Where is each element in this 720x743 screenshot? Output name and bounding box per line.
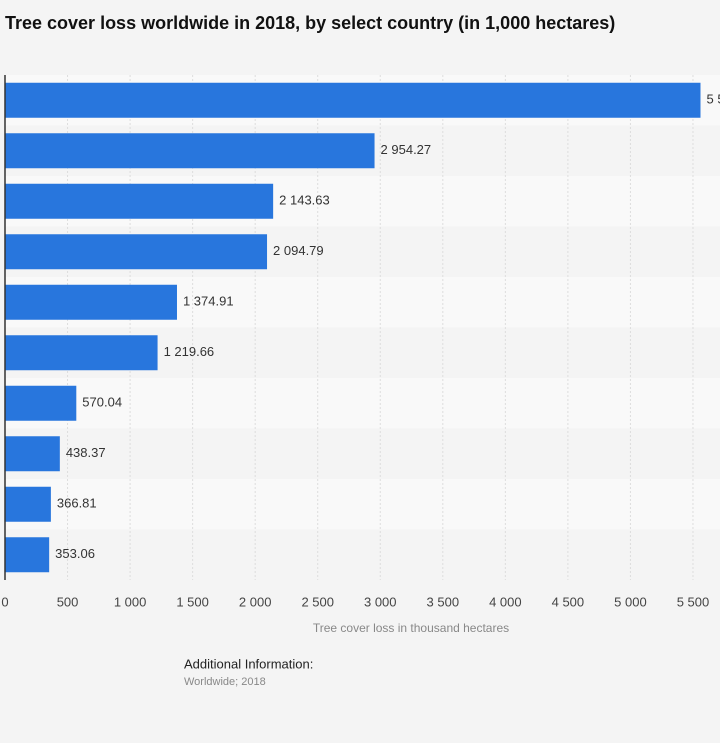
value-label: 2 143.63 bbox=[279, 193, 330, 208]
x-tick-label: 0 bbox=[1, 594, 8, 609]
bar bbox=[5, 486, 51, 522]
x-tick-label: 3 000 bbox=[364, 594, 397, 609]
bar bbox=[5, 82, 701, 118]
bar bbox=[5, 284, 177, 320]
row-band bbox=[5, 428, 720, 479]
chart-title: Tree cover loss worldwide in 2018, by se… bbox=[5, 13, 615, 33]
x-tick-label: 5 000 bbox=[614, 594, 647, 609]
bar bbox=[5, 436, 60, 472]
x-axis-label: Tree cover loss in thousand hectares bbox=[313, 621, 509, 635]
x-tick-label: 500 bbox=[57, 594, 79, 609]
value-label: 438.37 bbox=[66, 445, 106, 460]
bar bbox=[5, 335, 158, 371]
value-label: 1 219.66 bbox=[164, 344, 215, 359]
row-band bbox=[5, 479, 720, 530]
value-label: 2 954.27 bbox=[381, 142, 432, 157]
row-band bbox=[5, 378, 720, 429]
x-tick-label: 1 500 bbox=[176, 594, 209, 609]
plot: 0 500 1 000 1 500 2 000 2 500 3 000 3 500 4 000 4… bbox=[1, 75, 720, 609]
x-tick-label: 4 500 bbox=[552, 594, 585, 609]
value-label: 353.06 bbox=[55, 546, 95, 561]
bar bbox=[5, 183, 274, 219]
x-tick-label: 1 000 bbox=[114, 594, 147, 609]
x-tick-label: 4 000 bbox=[489, 594, 522, 609]
value-label: 570.04 bbox=[82, 395, 122, 410]
bar bbox=[5, 133, 375, 169]
x-tick-label: 3 500 bbox=[427, 594, 460, 609]
value-label: 1 374.91 bbox=[183, 294, 234, 309]
x-tick-label: 2 000 bbox=[239, 594, 272, 609]
value-label: 2 094.79 bbox=[273, 243, 324, 258]
value-label: 366.81 bbox=[57, 496, 97, 511]
info-title: Additional Information: bbox=[184, 656, 313, 671]
x-tick-label: 5 500 bbox=[677, 594, 710, 609]
bar bbox=[5, 385, 77, 421]
bar bbox=[5, 234, 268, 270]
value-label: 5 560 bbox=[706, 92, 720, 107]
x-tick-label: 2 500 bbox=[301, 594, 334, 609]
bar bbox=[5, 537, 50, 573]
info-text: Worldwide; 2018 bbox=[184, 676, 266, 688]
row-band bbox=[5, 529, 720, 580]
